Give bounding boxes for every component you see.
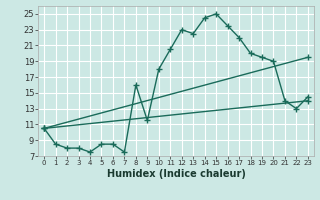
X-axis label: Humidex (Indice chaleur): Humidex (Indice chaleur)	[107, 169, 245, 179]
